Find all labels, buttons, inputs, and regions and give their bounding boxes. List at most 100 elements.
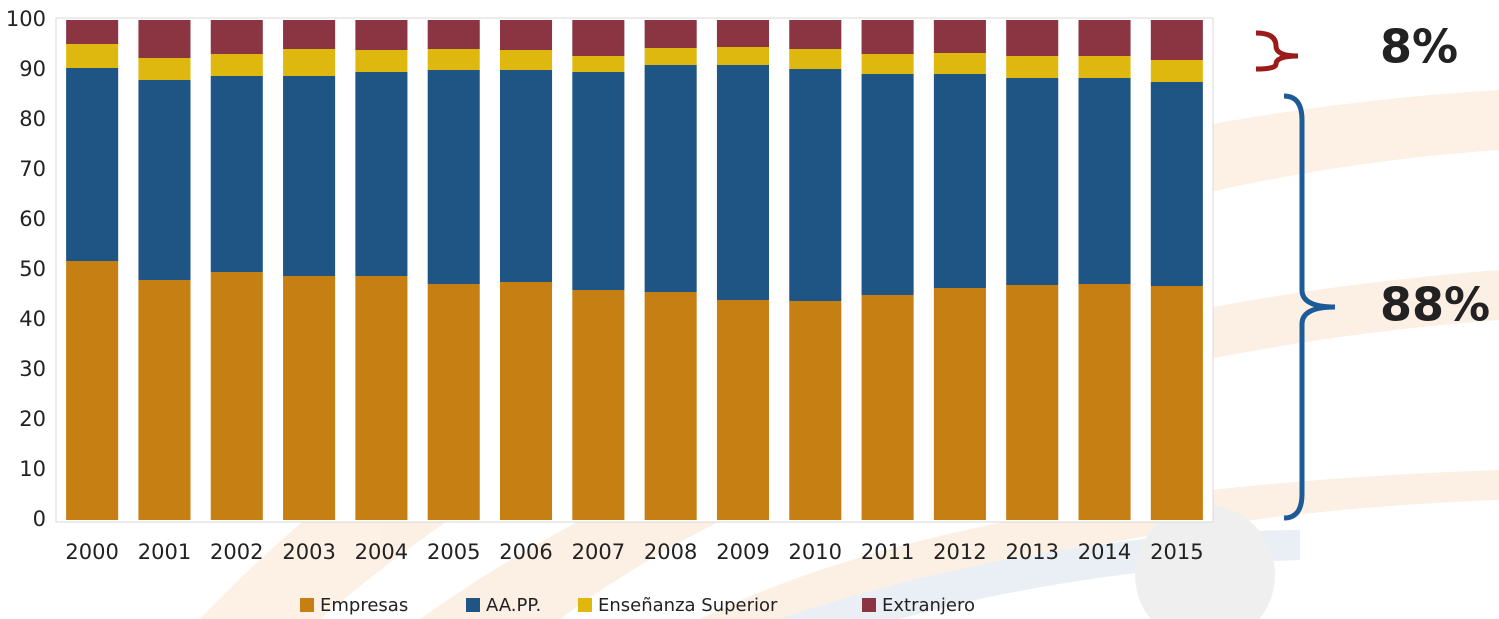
y-tick-label: 70 [19,157,46,181]
bar-segment [861,54,914,74]
legend-label: Extranjero [882,595,975,616]
bar-segment [1006,285,1059,520]
bar-segment [644,20,697,48]
legend-label: Enseñanza Superior [598,595,778,616]
y-tick-label: 20 [19,407,46,431]
bar-segment [499,70,553,282]
bar-segment [138,58,191,80]
x-tick-label: 2001 [138,540,191,564]
bar-segment [716,20,770,47]
x-tick-label: 2007 [572,540,625,564]
bar-segment [210,54,263,76]
bar-segment [138,20,191,58]
bar-segment [427,49,480,70]
bar-segment [283,76,336,276]
brace [1255,30,1299,72]
bar-segment [861,74,914,295]
bar-segment [499,282,553,520]
bar-segment [572,72,625,290]
bar-segment [427,70,480,284]
bar-segment [355,50,408,72]
bar-segment [1006,56,1059,78]
bar-segment [355,20,408,50]
bar-segment [66,261,119,520]
y-tick-label: 30 [19,357,46,381]
bar-segment [644,48,697,65]
bar-segment [1150,20,1203,60]
circle-decoration [1135,505,1275,619]
bar-segment [283,276,336,520]
bar-segment [66,44,119,68]
bar-segment [1078,78,1131,284]
x-tick-label: 2011 [861,540,914,564]
bar-segment [1006,78,1059,285]
bar-segment [572,20,625,56]
x-tick-label: 2015 [1150,540,1203,564]
annotation: 8% [1380,20,1458,74]
swoosh [200,90,1499,619]
bar-segment [283,49,336,76]
bar-segment [1006,20,1059,56]
bar-segment [644,292,697,520]
y-tick-label: 100 [6,7,46,31]
swoosh [420,270,1499,619]
bar-segment [572,56,625,72]
bar-segment [861,295,914,520]
bar-segment [283,20,336,49]
legend-swatch [300,598,314,612]
annotation: 88% [1380,278,1490,332]
legend-swatch [578,598,592,612]
x-tick-label: 2003 [282,540,335,564]
bar-segment [789,20,842,49]
bar-segment [210,20,263,54]
y-tick-label: 90 [19,57,46,81]
bar-segment [716,65,770,300]
bar-segment [499,50,553,70]
bar-segment [933,74,986,288]
bar-segment [138,80,191,280]
brace [1283,93,1336,521]
bar-segment [789,49,842,69]
y-tick-label: 40 [19,307,46,331]
bar-segment [138,280,191,520]
bar-segment [861,20,914,54]
bar-segment [66,68,119,261]
bar-segment [1078,56,1131,78]
bar-segment [427,20,480,49]
bar-segment [933,53,986,74]
y-tick-label: 50 [19,257,46,281]
bar-segment [499,20,553,50]
x-tick-label: 2010 [789,540,842,564]
x-tick-label: 2000 [65,540,118,564]
x-tick-label: 2006 [499,540,552,564]
y-tick-label: 10 [19,457,46,481]
x-tick-label: 2014 [1078,540,1131,564]
y-tick-label: 80 [19,107,46,131]
x-tick-label: 2012 [933,540,986,564]
legend-label: Empresas [320,595,408,616]
bar-segment [66,20,119,44]
x-tick-label: 2002 [210,540,263,564]
bar-segment [644,65,697,292]
legend-label: AA.PP. [486,595,541,616]
legend-swatch [466,598,480,612]
x-tick-label: 2008 [644,540,697,564]
bar-segment [1150,286,1203,520]
bar-segment [210,272,263,520]
bar-segment [789,301,842,520]
bar-segment [210,76,263,272]
bar-segment [716,300,770,520]
bar-segment [355,72,408,276]
bar-segment [572,290,625,520]
y-tick-label: 0 [33,507,46,531]
bar-segment [355,276,408,520]
bar-segment [933,288,986,520]
bar-segment [427,284,480,520]
bar-segment [789,69,842,301]
x-tick-label: 2005 [427,540,480,564]
y-tick-label: 60 [19,207,46,231]
x-tick-label: 2009 [716,540,769,564]
bar-segment [1150,82,1203,286]
bar-segment [1078,284,1131,520]
